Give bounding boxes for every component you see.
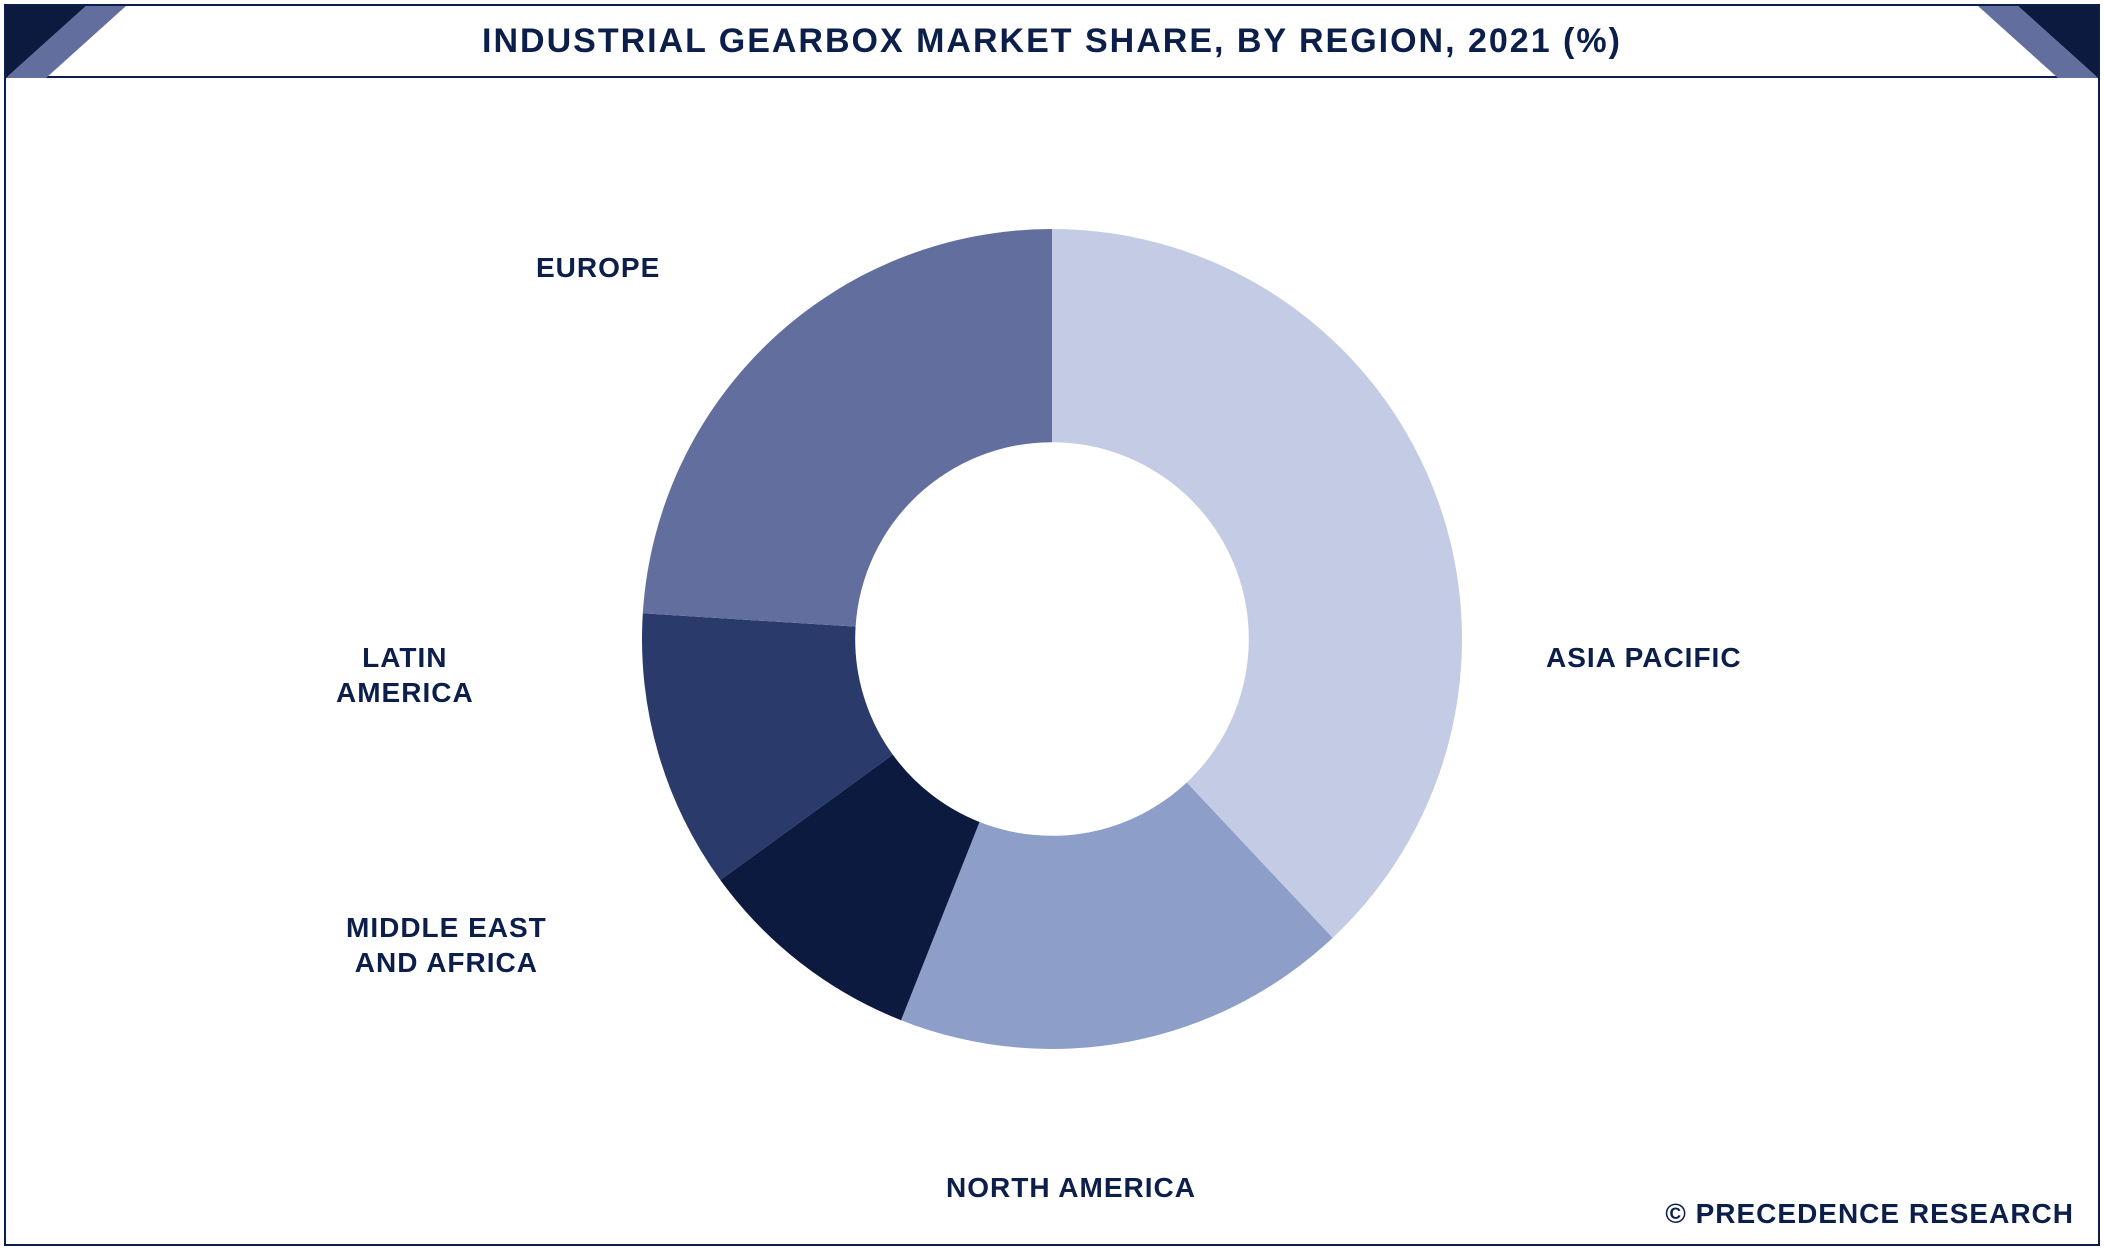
chart-area: ASIA PACIFIC NORTH AMERICA MIDDLE EAST A…	[6, 80, 2098, 1244]
donut-chart	[642, 229, 1462, 1049]
slice-label-north-america: NORTH AMERICA	[946, 1170, 1196, 1205]
slice-label-europe: EUROPE	[536, 250, 660, 285]
chart-title: INDUSTRIAL GEARBOX MARKET SHARE, BY REGI…	[482, 22, 1622, 61]
slice-label-latin-america: LATIN AMERICA	[336, 640, 474, 710]
chart-frame: INDUSTRIAL GEARBOX MARKET SHARE, BY REGI…	[4, 4, 2100, 1246]
corner-accent-right	[1978, 6, 2098, 78]
donut-slice	[643, 229, 1052, 627]
title-bar: INDUSTRIAL GEARBOX MARKET SHARE, BY REGI…	[6, 6, 2098, 78]
slice-label-asia-pacific: ASIA PACIFIC	[1546, 640, 1742, 675]
slice-label-mea: MIDDLE EAST AND AFRICA	[346, 910, 547, 980]
copyright-text: © PRECEDENCE RESEARCH	[1665, 1198, 2074, 1230]
corner-accent-left	[6, 6, 126, 78]
donut-svg	[642, 229, 1462, 1049]
